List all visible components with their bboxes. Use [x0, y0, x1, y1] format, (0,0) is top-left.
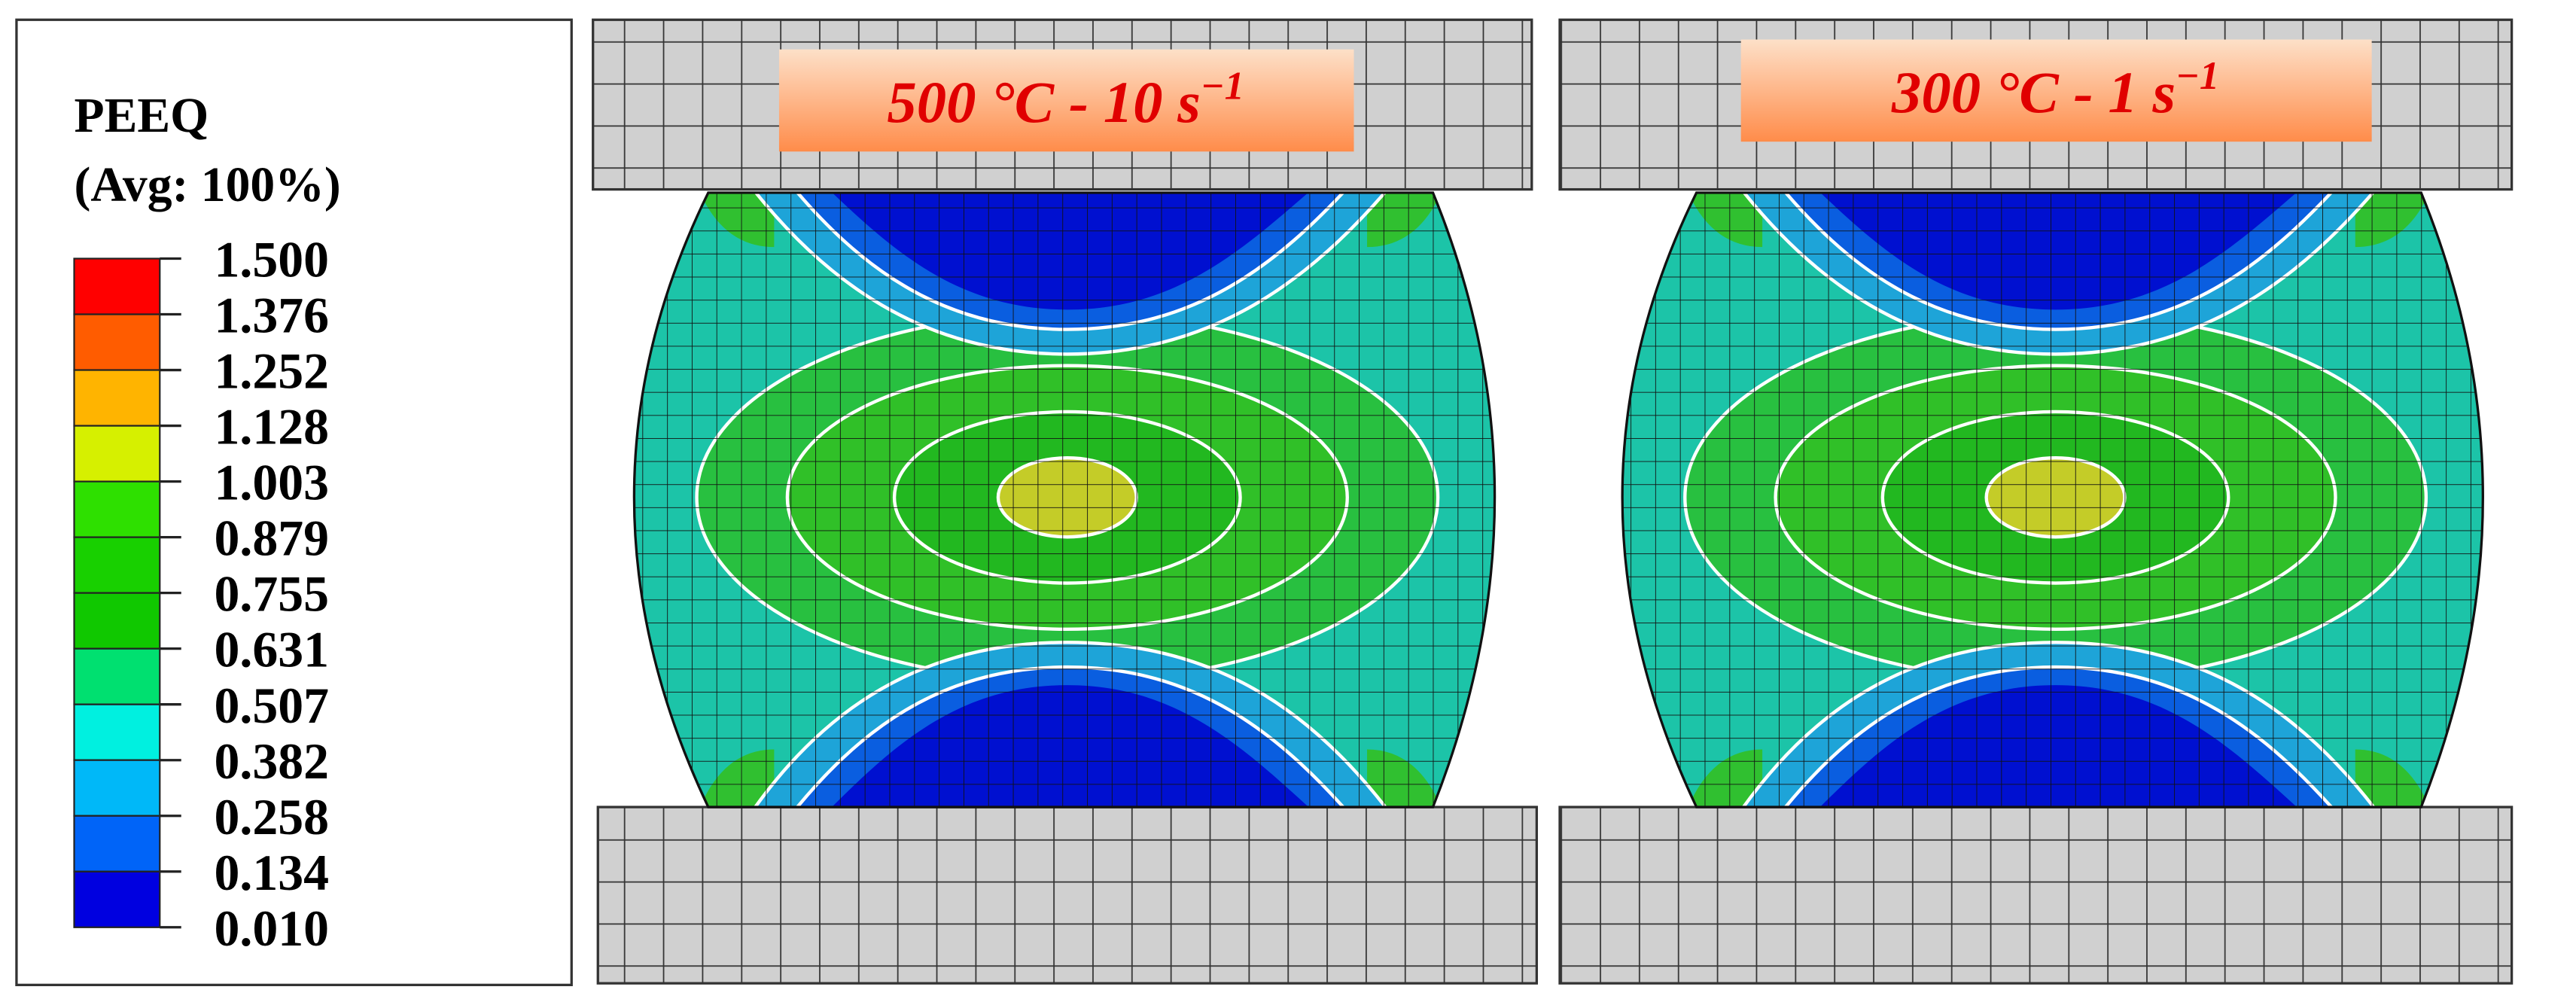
legend-level: 1.128 — [214, 399, 329, 455]
panel: 300 °C - 1 s−1 — [1558, 18, 2520, 985]
legend-level: 0.507 — [214, 678, 329, 734]
label-text: 300 °C - 1 s — [1891, 60, 2176, 126]
legend-band — [73, 257, 161, 315]
legend-band — [73, 480, 161, 538]
specimen — [1597, 181, 2520, 824]
legend-band — [73, 647, 161, 705]
legend-level: 0.010 — [214, 900, 329, 957]
legend-band — [73, 703, 161, 761]
legend-level: 1.500 — [214, 232, 329, 288]
legend-band — [73, 536, 161, 594]
legend-subtitle: (Avg: 100%) — [75, 158, 341, 212]
legend-band — [73, 592, 161, 650]
panel-label: 500 °C - 10 s−1 — [887, 64, 1244, 136]
label-box — [1740, 39, 2372, 142]
legend-band — [73, 759, 161, 817]
legend-band — [73, 313, 161, 371]
legend-band — [73, 815, 161, 872]
label-superscript: −1 — [2176, 54, 2219, 98]
bottom-die — [1558, 805, 2514, 985]
legend: PEEQ (Avg: 100%) 1.5001.3761.2521.1281.0… — [15, 18, 573, 987]
legend-level: 0.382 — [214, 733, 329, 790]
legend-level: 1.003 — [214, 455, 329, 511]
panel-label: 300 °C - 1 s−1 — [1891, 54, 2219, 126]
legend-band — [73, 369, 161, 427]
legend-bands: 1.5001.3761.2521.1281.0030.8790.7550.631… — [73, 232, 329, 957]
legend-level: 0.879 — [214, 510, 329, 567]
legend-level: 0.755 — [214, 566, 329, 623]
legend-level: 0.258 — [214, 789, 329, 845]
legend-band — [73, 870, 161, 928]
specimen — [610, 181, 1532, 824]
label-box — [778, 49, 1354, 152]
legend-level: 0.134 — [214, 845, 329, 901]
label-superscript: −1 — [1201, 64, 1244, 108]
legend-level: 0.631 — [214, 622, 329, 678]
panel: 500 °C - 10 s−1 — [592, 18, 1539, 985]
legend-title: PEEQ — [75, 89, 209, 143]
label-text: 500 °C - 10 s — [887, 70, 1201, 136]
legend-band — [73, 425, 161, 483]
legend-level: 1.252 — [214, 343, 329, 400]
legend-level: 1.376 — [214, 288, 329, 344]
bottom-die — [596, 805, 1539, 985]
